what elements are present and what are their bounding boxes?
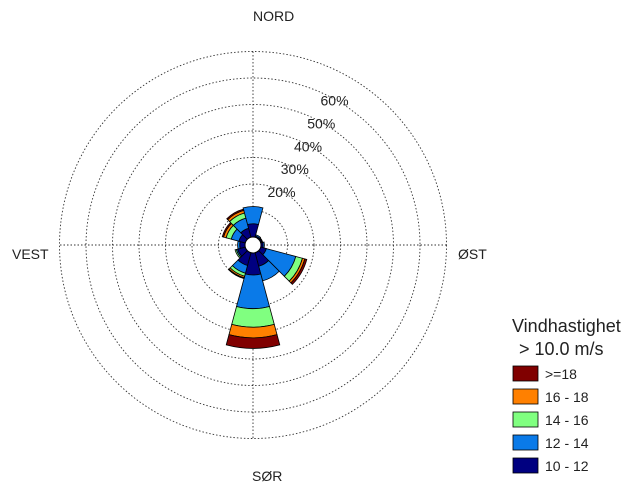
ring-label: 20% xyxy=(268,184,296,200)
sector-segment xyxy=(237,240,241,250)
sector-segment xyxy=(242,206,264,225)
ring-label: 60% xyxy=(321,92,349,108)
legend-label: 12 - 14 xyxy=(545,435,589,451)
legend-title: Vindhastighet xyxy=(512,316,621,336)
legend-subtitle: > 10.0 m/s xyxy=(519,339,604,359)
ring-circle xyxy=(85,77,421,413)
legend-swatch xyxy=(512,388,539,405)
sector-segment xyxy=(254,234,262,239)
sector-segment xyxy=(226,208,245,221)
legend-label: >=18 xyxy=(545,366,577,382)
direction-label-south: SØR xyxy=(252,468,282,484)
ring-label: 40% xyxy=(294,138,322,154)
sector-bars xyxy=(221,206,308,349)
sector-segment xyxy=(234,248,242,259)
legend-swatch xyxy=(512,457,539,474)
direction-label-east: ØST xyxy=(458,246,487,262)
ring-labels: 20% 30% 40% 50% 60% xyxy=(268,92,349,200)
legend-label: 14 - 16 xyxy=(545,412,589,428)
legend-swatch xyxy=(512,411,539,428)
direction-label-west: VEST xyxy=(12,246,49,262)
sector-segment xyxy=(262,241,265,249)
center-hub xyxy=(244,236,262,254)
legend-label: 16 - 18 xyxy=(545,389,589,405)
sector-segment xyxy=(225,334,281,349)
ring-label: 30% xyxy=(281,161,309,177)
sector-segment xyxy=(231,305,275,328)
sector-segment xyxy=(290,258,308,285)
legend-label: 10 - 12 xyxy=(545,458,589,474)
direction-label-north: NORD xyxy=(253,8,294,24)
sector-segment xyxy=(227,268,245,280)
ring-circle xyxy=(138,130,368,360)
ring-label: 50% xyxy=(307,115,335,131)
legend-swatch xyxy=(512,365,539,382)
legend-swatch xyxy=(512,434,539,451)
legend: Vindhastighet > 10.0 m/s >=18 16 - 18 14 -… xyxy=(512,316,621,474)
